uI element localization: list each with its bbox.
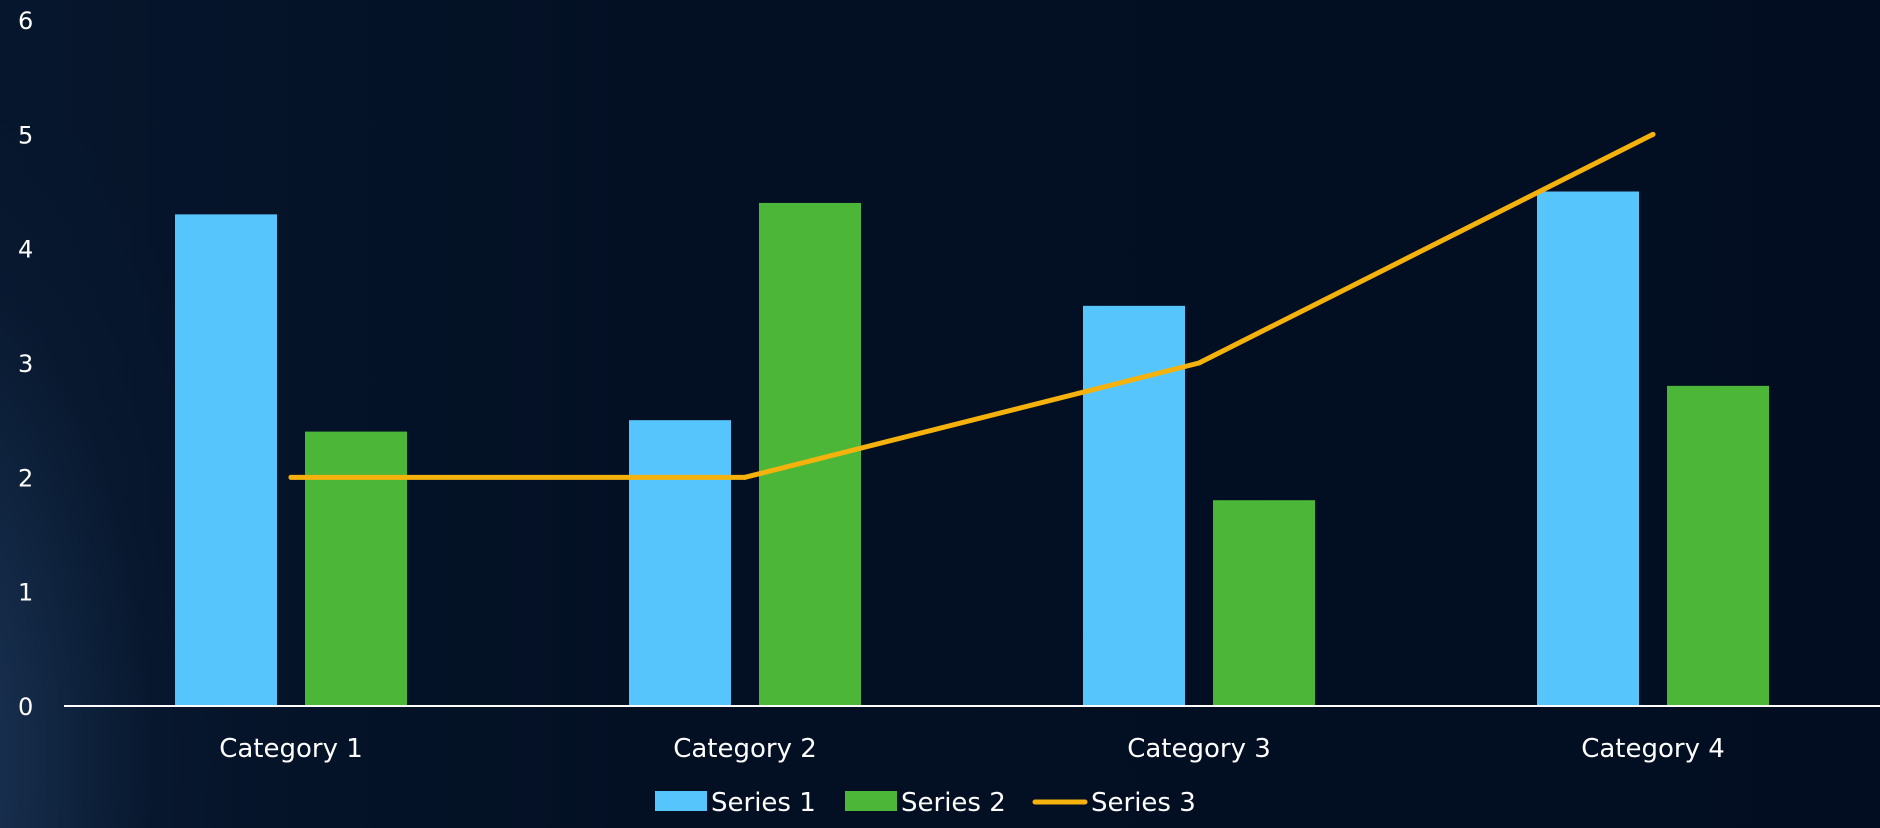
x-axis-labels: Category 1 Category 2 Category 3 Category 4 [219,734,1725,764]
y-axis-ticks: 0 1 2 3 4 5 6 [18,7,33,721]
legend-item-series-3: Series 3 [1032,788,1196,818]
x-tick-label: Category 2 [673,734,817,764]
bars [175,191,1769,706]
y-tick-label: 6 [18,7,33,35]
y-tick-label: 4 [18,236,33,264]
y-tick-label: 0 [18,693,33,721]
y-tick-label: 5 [18,121,33,149]
bar-series-1-category-2 [629,420,731,706]
bar-series-1-category-1 [175,214,277,706]
line-series [288,131,1656,480]
legend-swatch [845,791,897,811]
bar-series-2-category-4 [1667,385,1769,706]
legend: Series 1 Series 2 Series 3 [655,788,1196,818]
bar-series-2-category-1 [305,431,407,706]
line-point-series-3-1 [288,474,294,480]
x-tick-label: Category 4 [1581,734,1725,764]
line-series-3 [288,131,1656,480]
bar-series-2-category-3 [1213,500,1315,706]
x-tick-label: Category 1 [219,734,363,764]
bar-series-1-category-3 [1083,305,1185,706]
legend-item-series-1: Series 1 [655,788,816,818]
line-point-series-3-3 [1196,360,1202,366]
y-tick-label: 2 [18,464,33,492]
bar-series-1-category-4 [1537,191,1639,706]
x-tick-label: Category 3 [1127,734,1271,764]
legend-swatch [655,791,707,811]
y-tick-label: 3 [18,350,33,378]
line-point-series-3-2 [742,474,748,480]
legend-label: Series 3 [1091,788,1196,818]
legend-label: Series 2 [901,788,1006,818]
y-tick-label: 1 [18,579,33,607]
legend-item-series-2: Series 2 [845,788,1006,818]
legend-label: Series 1 [711,788,816,818]
line-point-series-3-4 [1650,131,1656,137]
